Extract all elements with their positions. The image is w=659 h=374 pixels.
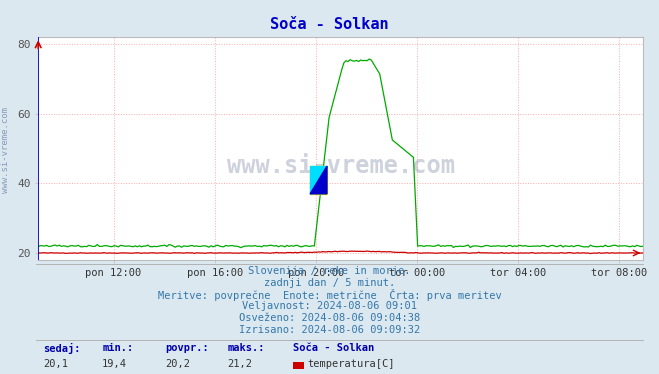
Text: Osveženo: 2024-08-06 09:04:38: Osveženo: 2024-08-06 09:04:38 bbox=[239, 313, 420, 324]
Text: Izrisano: 2024-08-06 09:09:32: Izrisano: 2024-08-06 09:09:32 bbox=[239, 325, 420, 335]
Text: www.si-vreme.com: www.si-vreme.com bbox=[1, 107, 10, 193]
Text: Soča - Solkan: Soča - Solkan bbox=[270, 17, 389, 32]
Text: min.:: min.: bbox=[102, 343, 133, 353]
Text: 20,1: 20,1 bbox=[43, 359, 68, 369]
Text: Veljavnost: 2024-08-06 09:01: Veljavnost: 2024-08-06 09:01 bbox=[242, 301, 417, 312]
Text: povpr.:: povpr.: bbox=[165, 343, 208, 353]
Text: 20,2: 20,2 bbox=[165, 359, 190, 369]
Bar bbox=[310, 166, 327, 194]
Text: www.si-vreme.com: www.si-vreme.com bbox=[227, 154, 455, 178]
Polygon shape bbox=[310, 166, 327, 194]
Text: Soča - Solkan: Soča - Solkan bbox=[293, 343, 374, 353]
Text: temperatura[C]: temperatura[C] bbox=[308, 359, 395, 369]
Text: maks.:: maks.: bbox=[227, 343, 265, 353]
Text: zadnji dan / 5 minut.: zadnji dan / 5 minut. bbox=[264, 278, 395, 288]
Polygon shape bbox=[310, 166, 327, 194]
Text: Meritve: povprečne  Enote: metrične  Črta: prva meritev: Meritve: povprečne Enote: metrične Črta:… bbox=[158, 289, 501, 301]
Text: 19,4: 19,4 bbox=[102, 359, 127, 369]
Text: Slovenija / reke in morje.: Slovenija / reke in morje. bbox=[248, 266, 411, 276]
Text: sedaj:: sedaj: bbox=[43, 343, 80, 354]
Text: 21,2: 21,2 bbox=[227, 359, 252, 369]
